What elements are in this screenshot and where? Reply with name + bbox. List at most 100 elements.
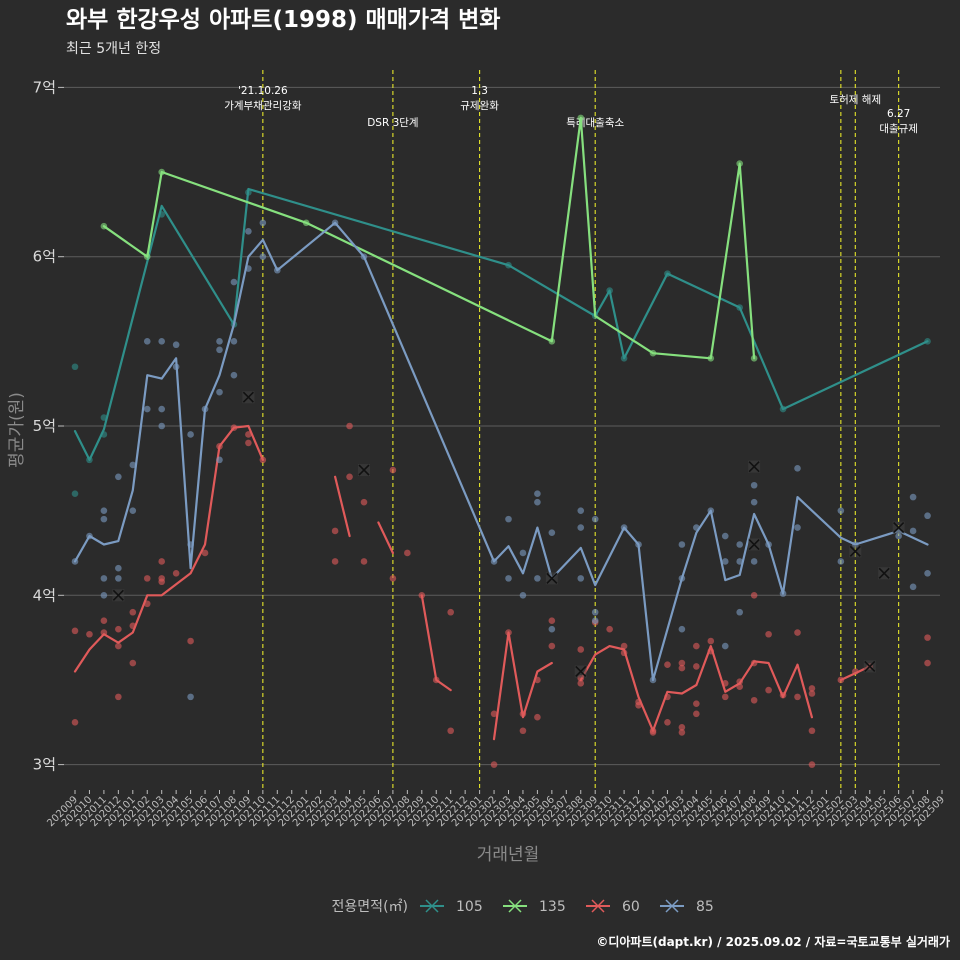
point-60 (360, 558, 368, 565)
cancelled-marker (893, 522, 905, 534)
point-60 (750, 696, 758, 704)
point-60 (143, 575, 151, 582)
point-85 (100, 592, 108, 599)
point-60 (346, 422, 353, 430)
point-85 (924, 569, 931, 577)
point-60 (331, 527, 339, 535)
series-60 (71, 391, 931, 768)
point-60 (115, 642, 122, 650)
line-60 (579, 644, 814, 732)
point-60 (664, 661, 671, 669)
point-85 (505, 515, 512, 523)
event-label: 6.27 (887, 108, 910, 120)
point-85 (158, 422, 165, 430)
point-85 (548, 625, 556, 633)
point-85 (115, 564, 122, 572)
point-85 (519, 549, 527, 557)
series-area (71, 114, 931, 768)
point-85 (577, 524, 585, 531)
event-label: 가계부채관리강화 (224, 100, 302, 112)
point-60 (924, 659, 931, 667)
legend-item-135: 135 (503, 899, 566, 915)
point-60 (765, 630, 772, 638)
point-85 (216, 338, 223, 345)
point-60 (577, 680, 585, 687)
point-60 (158, 558, 165, 565)
line-60 (377, 521, 394, 555)
point-85 (591, 617, 599, 624)
gridlines (64, 86, 940, 766)
point-60 (129, 659, 137, 667)
cancelled-marker (878, 567, 890, 579)
point-85 (534, 575, 541, 582)
point-85 (909, 493, 917, 501)
point-85 (895, 532, 902, 540)
legend-label: 105 (456, 899, 483, 915)
point-85 (245, 228, 252, 235)
event-label: 토허제 해제 (829, 93, 881, 106)
point-85 (721, 558, 729, 565)
point-60 (808, 690, 816, 697)
point-60 (620, 642, 628, 650)
point-85 (115, 575, 122, 582)
point-85 (158, 405, 165, 413)
point-60 (577, 646, 585, 653)
point-60 (129, 608, 137, 616)
line-60 (420, 594, 452, 692)
point-60 (534, 713, 541, 721)
y-axis: 3억 4억 5억 6억 7억 (33, 78, 64, 774)
cancelled-marker (112, 589, 124, 601)
point-60 (447, 727, 455, 735)
cancelled-marker (546, 572, 558, 584)
point-85 (837, 558, 845, 565)
point-85 (591, 515, 599, 523)
point-85 (100, 515, 108, 523)
point-85 (259, 219, 267, 227)
policy-event-lines (262, 70, 900, 790)
point-60 (693, 710, 700, 718)
point-85 (129, 461, 137, 469)
point-60 (693, 663, 700, 670)
point-60 (404, 549, 411, 557)
legend-label: 135 (539, 899, 566, 915)
point-60 (519, 727, 527, 735)
point-60 (765, 686, 772, 694)
point-85 (909, 527, 917, 535)
point-85 (230, 278, 238, 286)
chart-subtitle: 최근 5개년 한정 (66, 41, 161, 57)
point-60 (389, 466, 397, 474)
legend-label: 60 (622, 899, 640, 915)
point-85 (924, 512, 931, 520)
point-60 (693, 700, 700, 707)
point-85 (187, 693, 194, 701)
point-60 (172, 569, 180, 577)
point-60 (548, 617, 556, 624)
point-85 (837, 507, 845, 514)
point-60 (490, 710, 498, 718)
point-85 (158, 338, 165, 345)
point-60 (389, 575, 397, 582)
point-85 (591, 608, 599, 616)
point-60 (245, 439, 252, 447)
point-60 (71, 718, 79, 726)
x-axis-label: 거래년월 (477, 845, 540, 865)
cancelled-marker (575, 665, 587, 678)
point-85 (736, 541, 743, 548)
event-label: 특례대출축소 (566, 117, 624, 129)
point-60 (794, 629, 801, 636)
event-label: 대출규제 (879, 123, 918, 135)
point-60 (360, 498, 368, 506)
point-60 (158, 578, 165, 586)
point-85 (172, 341, 180, 349)
point-60 (331, 558, 339, 565)
cancelled-marker (864, 660, 876, 672)
legend-glyph (591, 899, 605, 913)
legend-glyph (425, 899, 439, 913)
point-85 (736, 608, 743, 616)
point-60 (548, 642, 556, 650)
point-60 (750, 592, 758, 599)
point-105 (71, 363, 79, 371)
point-85 (678, 541, 686, 548)
point-60 (447, 608, 455, 616)
